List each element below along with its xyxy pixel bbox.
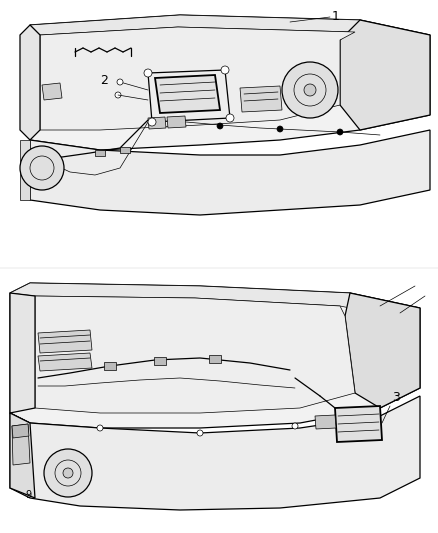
Polygon shape bbox=[335, 406, 382, 442]
Circle shape bbox=[97, 425, 103, 431]
Circle shape bbox=[197, 430, 203, 436]
Polygon shape bbox=[340, 20, 430, 130]
Polygon shape bbox=[10, 413, 35, 498]
Circle shape bbox=[292, 423, 298, 429]
Polygon shape bbox=[167, 116, 186, 128]
Circle shape bbox=[63, 468, 73, 478]
Polygon shape bbox=[120, 147, 130, 153]
Polygon shape bbox=[154, 357, 166, 365]
Text: 3: 3 bbox=[392, 391, 400, 404]
Circle shape bbox=[282, 62, 338, 118]
Polygon shape bbox=[12, 424, 30, 465]
Circle shape bbox=[304, 84, 316, 96]
Polygon shape bbox=[10, 293, 35, 413]
Polygon shape bbox=[12, 424, 29, 438]
Circle shape bbox=[144, 69, 152, 77]
Polygon shape bbox=[155, 75, 220, 113]
Polygon shape bbox=[104, 362, 116, 370]
Polygon shape bbox=[30, 130, 430, 215]
Polygon shape bbox=[345, 293, 420, 408]
Polygon shape bbox=[148, 117, 166, 129]
Text: 1: 1 bbox=[332, 11, 340, 23]
Polygon shape bbox=[30, 15, 430, 45]
Polygon shape bbox=[35, 296, 355, 413]
Polygon shape bbox=[20, 140, 30, 200]
Polygon shape bbox=[30, 15, 430, 150]
Polygon shape bbox=[38, 330, 92, 353]
Circle shape bbox=[217, 123, 223, 129]
Circle shape bbox=[117, 79, 123, 85]
Circle shape bbox=[148, 118, 156, 126]
Circle shape bbox=[115, 92, 121, 98]
Circle shape bbox=[20, 146, 64, 190]
Text: 9: 9 bbox=[25, 490, 31, 500]
Circle shape bbox=[226, 114, 234, 122]
Polygon shape bbox=[10, 396, 420, 510]
Polygon shape bbox=[40, 27, 355, 130]
Polygon shape bbox=[38, 353, 92, 371]
Circle shape bbox=[221, 66, 229, 74]
Polygon shape bbox=[209, 355, 221, 363]
Polygon shape bbox=[240, 86, 282, 112]
Polygon shape bbox=[315, 415, 336, 429]
Polygon shape bbox=[20, 25, 40, 140]
Circle shape bbox=[44, 449, 92, 497]
Polygon shape bbox=[10, 283, 420, 318]
Text: 2: 2 bbox=[100, 74, 108, 86]
Polygon shape bbox=[42, 83, 62, 100]
Polygon shape bbox=[10, 283, 420, 428]
Polygon shape bbox=[95, 150, 105, 156]
Circle shape bbox=[337, 129, 343, 135]
Circle shape bbox=[277, 126, 283, 132]
